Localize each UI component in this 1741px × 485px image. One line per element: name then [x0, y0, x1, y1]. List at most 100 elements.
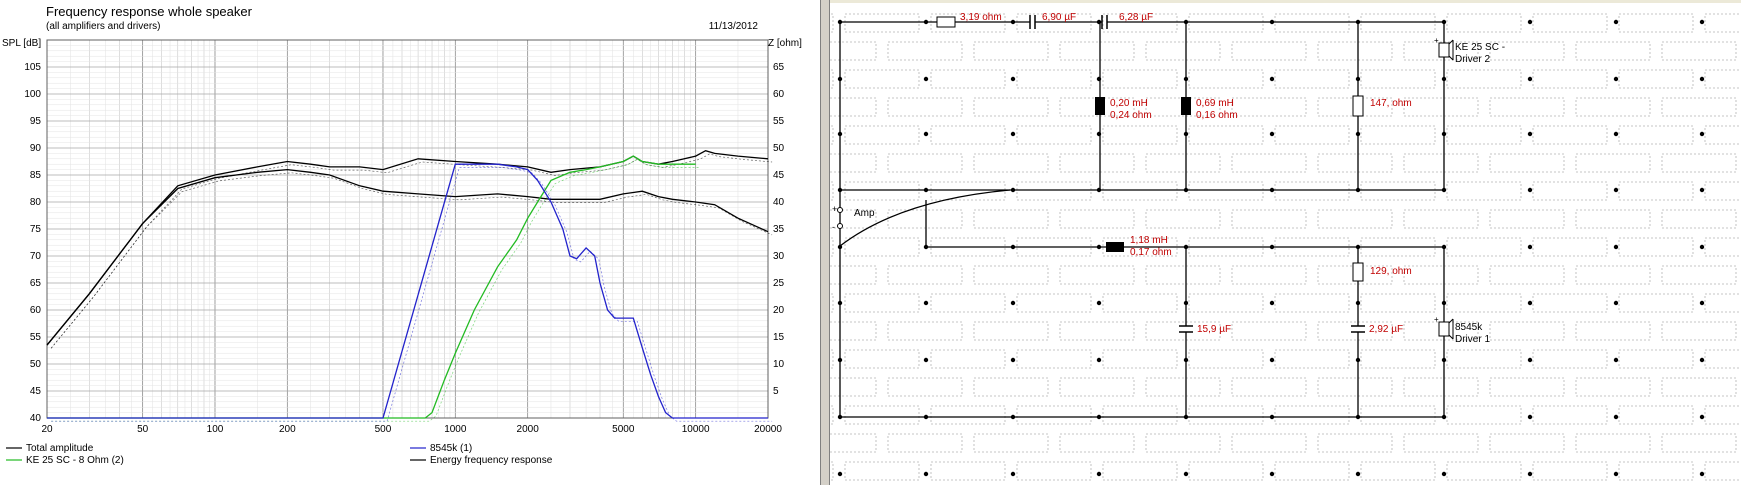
- capacitor-c2[interactable]: [1101, 15, 1108, 29]
- capacitor-c4[interactable]: [1351, 325, 1365, 333]
- placement-slot: [1446, 237, 1522, 257]
- y2-tick-label: 65: [773, 62, 785, 73]
- placement-slot: [887, 41, 963, 61]
- grid-dot: [1699, 76, 1705, 82]
- grid-dot: [1527, 414, 1533, 420]
- grid-dot: [1527, 76, 1533, 82]
- placement-slot: [1661, 97, 1737, 117]
- placement-slot: [1145, 153, 1221, 173]
- placement-slot: [1188, 461, 1264, 481]
- placement-slot: [1016, 293, 1092, 313]
- grid-dot: [923, 357, 929, 363]
- y-tick-label: 70: [30, 251, 42, 262]
- placement-slot: [1403, 265, 1479, 285]
- placement-slot: [830, 433, 877, 453]
- inductor-l3[interactable]: [1106, 242, 1124, 252]
- placement-slot: [1532, 293, 1608, 313]
- driver-1-symbol[interactable]: +: [1434, 315, 1454, 340]
- legend-energy-frequency-response: Energy frequency response: [430, 455, 553, 466]
- placement-slot: [830, 405, 834, 425]
- c2-label: 6,28 µF: [1119, 12, 1153, 23]
- grid-dot: [1613, 414, 1619, 420]
- frequency-response-chart[interactable]: 20 50 100 200 500 1000 2000 5000 10000 20000 40 45 5…: [0, 0, 820, 485]
- grid-dot: [1699, 244, 1705, 250]
- grid-dot: [1613, 131, 1619, 137]
- placement-slot: [830, 377, 877, 397]
- series-line-3: [47, 163, 768, 419]
- crossover-schematic[interactable]: 3,19 ohm 6,90 µF 6,28 µF 0,20 mH 0,24 oh…: [830, 0, 1741, 485]
- chart-date: 11/13/2012: [709, 21, 759, 32]
- placement-slot: [1575, 97, 1651, 117]
- panel-splitter[interactable]: [820, 0, 830, 485]
- chart-subtitle: (all amplifiers and drivers): [46, 21, 160, 32]
- placement-slot: [1575, 377, 1651, 397]
- driver-2-symbol[interactable]: +: [1434, 36, 1454, 61]
- placement-slot: [1661, 41, 1737, 61]
- placement-slot: [1618, 405, 1694, 425]
- placement-slot: [1489, 41, 1565, 61]
- resistor-r1[interactable]: [936, 16, 956, 28]
- grid-dot: [1527, 357, 1533, 363]
- placement-slot: [1274, 181, 1350, 201]
- placement-slot: [1102, 69, 1178, 89]
- placement-slot: [1575, 433, 1651, 453]
- y-tick-label: 90: [30, 143, 42, 154]
- resistor-r3[interactable]: [1352, 262, 1364, 282]
- l3-label-value: 1,18 mH: [1130, 235, 1168, 246]
- placement-slot: [844, 349, 920, 369]
- driver-2-name: KE 25 SC -: [1455, 42, 1505, 53]
- placement-slot: [1016, 69, 1092, 89]
- grid-dot: [923, 76, 929, 82]
- placement-grid: [830, 13, 1741, 481]
- placement-slot: [1016, 125, 1092, 145]
- x-tick-label: 100: [207, 424, 224, 435]
- placement-slot: [1575, 321, 1651, 341]
- y2-tick-label: 5: [773, 386, 779, 397]
- y2-tick-label: 10: [773, 359, 785, 370]
- placement-slot: [1102, 13, 1178, 33]
- placement-slot: [1489, 97, 1565, 117]
- resistor-r2[interactable]: [1352, 95, 1364, 117]
- capacitor-c3[interactable]: [1179, 325, 1193, 333]
- x-tick-label: 2000: [517, 424, 540, 435]
- amp-terminals[interactable]: [837, 207, 843, 229]
- placement-slot: [1274, 293, 1350, 313]
- legend-total-amplitude: Total amplitude: [26, 443, 94, 454]
- y-tick-label: 60: [30, 305, 42, 316]
- capacitor-c1[interactable]: [1029, 15, 1036, 29]
- placement-slot: [1059, 41, 1135, 61]
- series-line-2: [47, 155, 696, 419]
- placement-slot: [1575, 153, 1651, 173]
- y-tick-label: 45: [30, 386, 42, 397]
- placement-slot: [1274, 237, 1350, 257]
- placement-slot: [1188, 13, 1264, 33]
- y2-tick-label: 20: [773, 305, 785, 316]
- placement-slot: [1274, 125, 1350, 145]
- placement-slot: [1704, 293, 1741, 313]
- placement-slot: [1403, 377, 1479, 397]
- grid-dot: [1269, 471, 1275, 477]
- placement-slot: [830, 349, 834, 369]
- grid-dot: [1010, 471, 1016, 477]
- amp-plus: +: [832, 204, 837, 214]
- placement-slot: [830, 461, 834, 481]
- placement-slot: [830, 153, 877, 173]
- driver-1-label: Driver 1: [1455, 334, 1490, 345]
- svg-text:+: +: [1434, 36, 1439, 45]
- grid-dot: [1699, 19, 1705, 25]
- placement-slot: [1016, 349, 1092, 369]
- placement-slot: [930, 181, 1006, 201]
- placement-slot: [1360, 69, 1436, 89]
- placement-slot: [1059, 153, 1135, 173]
- inductor-l2[interactable]: [1181, 97, 1191, 115]
- placement-slot: [1317, 41, 1393, 61]
- placement-slot: [973, 321, 1049, 341]
- placement-slot: [844, 181, 920, 201]
- amp-label: Amp: [854, 208, 875, 219]
- placement-slot: [1016, 405, 1092, 425]
- placement-slot: [1489, 433, 1565, 453]
- placement-slot: [1704, 405, 1741, 425]
- placement-slot: [973, 433, 1049, 453]
- placement-slot: [1618, 69, 1694, 89]
- inductor-l1[interactable]: [1095, 97, 1105, 115]
